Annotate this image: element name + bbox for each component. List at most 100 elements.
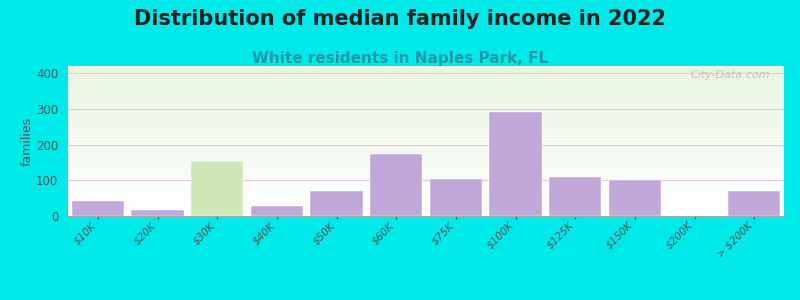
Bar <box>68 85 784 86</box>
Bar <box>68 103 784 104</box>
Bar <box>68 160 784 161</box>
Text: White residents in Naples Park, FL: White residents in Naples Park, FL <box>252 51 548 66</box>
Bar <box>68 100 784 101</box>
Bar <box>68 77 784 78</box>
Bar <box>68 138 784 139</box>
Bar <box>68 178 784 179</box>
Bar <box>68 199 784 200</box>
Bar <box>68 92 784 93</box>
Bar <box>68 142 784 143</box>
Bar <box>68 70 784 71</box>
Bar <box>68 192 784 193</box>
Bar <box>68 136 784 137</box>
Bar <box>68 160 784 161</box>
Bar <box>490 112 542 216</box>
Bar <box>68 67 784 68</box>
Bar <box>68 76 784 77</box>
Bar <box>68 195 784 196</box>
Bar <box>68 193 784 194</box>
Bar <box>68 90 784 91</box>
Bar <box>370 154 422 216</box>
Bar <box>68 145 784 146</box>
Bar <box>68 116 784 117</box>
Bar <box>68 180 784 181</box>
Bar <box>68 117 784 118</box>
Bar <box>68 186 784 187</box>
Bar <box>68 81 784 82</box>
Bar <box>68 139 784 140</box>
Bar <box>430 178 482 216</box>
Bar <box>68 179 784 180</box>
Bar <box>68 71 784 72</box>
Bar <box>68 151 784 152</box>
Bar <box>68 206 784 207</box>
Bar <box>68 205 784 206</box>
Bar <box>68 101 784 102</box>
Bar <box>68 95 784 96</box>
Bar <box>68 159 784 160</box>
Bar <box>71 201 124 216</box>
Bar <box>68 96 784 97</box>
Bar <box>68 156 784 157</box>
Bar <box>68 153 784 154</box>
Bar <box>68 214 784 215</box>
Bar <box>68 125 784 126</box>
Bar <box>68 168 784 169</box>
Bar <box>68 165 784 166</box>
Bar <box>131 210 184 216</box>
Bar <box>68 143 784 144</box>
Bar <box>68 132 784 133</box>
Bar <box>68 68 784 69</box>
Bar <box>68 147 784 148</box>
Bar <box>68 196 784 197</box>
Bar <box>68 111 784 112</box>
Bar <box>68 84 784 85</box>
Bar <box>68 115 784 116</box>
Bar <box>68 87 784 88</box>
Bar <box>68 74 784 75</box>
Bar <box>68 78 784 79</box>
Bar <box>68 69 784 70</box>
Bar <box>68 66 784 67</box>
Bar <box>68 204 784 205</box>
Bar <box>68 104 784 105</box>
Bar <box>68 208 784 209</box>
Bar <box>68 91 784 92</box>
Bar <box>68 121 784 122</box>
Bar <box>68 79 784 80</box>
Bar <box>68 211 784 212</box>
Bar <box>68 174 784 175</box>
Bar <box>68 184 784 185</box>
Bar <box>68 200 784 201</box>
Bar <box>68 123 784 124</box>
Text: City-Data.com: City-Data.com <box>690 70 770 80</box>
Bar <box>68 173 784 174</box>
Bar <box>68 162 784 163</box>
Bar <box>68 130 784 131</box>
Bar <box>68 119 784 120</box>
Bar <box>68 169 784 170</box>
Bar <box>68 108 784 109</box>
Bar <box>191 160 243 216</box>
Bar <box>68 105 784 106</box>
Bar <box>68 201 784 202</box>
Bar <box>728 191 781 216</box>
Bar <box>68 210 784 211</box>
Bar <box>68 128 784 129</box>
Bar <box>68 207 784 208</box>
Bar <box>68 122 784 123</box>
Bar <box>68 202 784 203</box>
Bar <box>310 191 362 216</box>
Bar <box>68 82 784 83</box>
Bar <box>68 190 784 191</box>
Bar <box>68 131 784 132</box>
Bar <box>68 176 784 177</box>
Bar <box>68 112 784 113</box>
Bar <box>68 118 784 119</box>
Bar <box>68 189 784 190</box>
Bar <box>68 86 784 87</box>
Bar <box>68 80 784 81</box>
Bar <box>250 206 303 216</box>
Bar <box>68 191 784 192</box>
Bar <box>68 157 784 158</box>
